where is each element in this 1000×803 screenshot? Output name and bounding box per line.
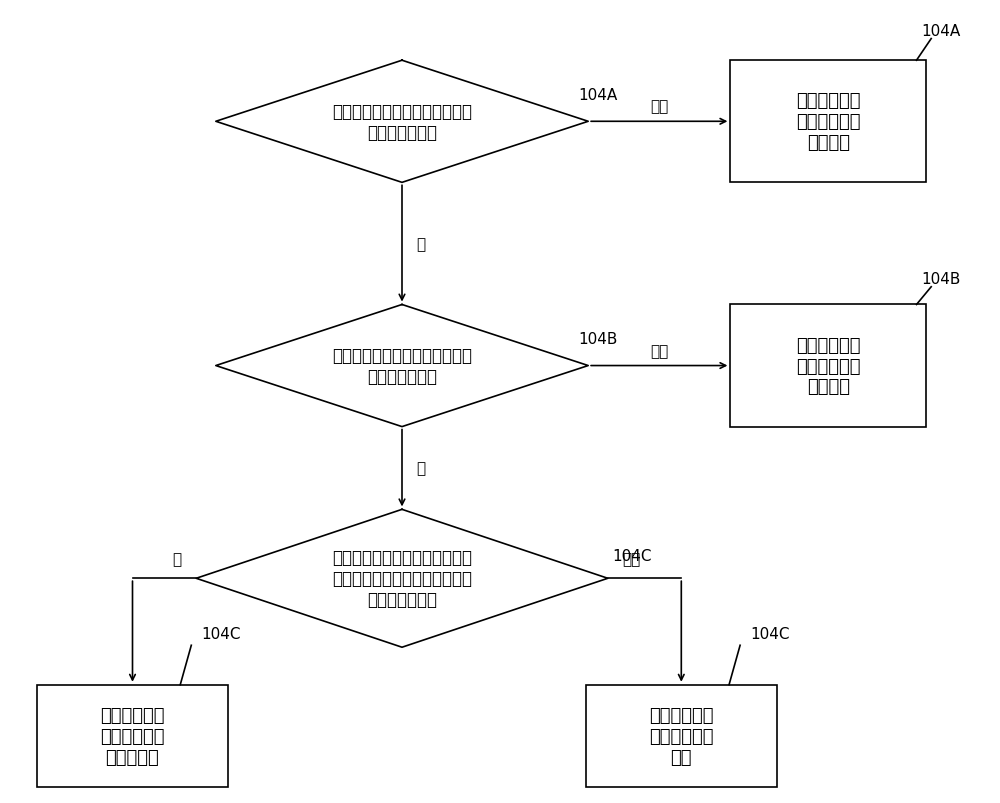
Text: 是: 是 — [417, 461, 426, 476]
Text: 不是: 不是 — [622, 552, 641, 567]
Bar — [730, 305, 926, 427]
Text: 104A: 104A — [578, 88, 618, 103]
Text: 104C: 104C — [613, 548, 652, 563]
Text: 104B: 104B — [578, 332, 618, 346]
Bar — [37, 685, 228, 787]
Text: 当前像素的左方像素是否为噪声
像素或背景像素: 当前像素的左方像素是否为噪声 像素或背景像素 — [332, 103, 472, 141]
Text: 104A: 104A — [921, 24, 961, 39]
Text: 104B: 104B — [921, 271, 961, 287]
Text: 当前像素的上方像素是否为噪声
像素或背景像素: 当前像素的上方像素是否为噪声 像素或背景像素 — [332, 347, 472, 385]
Text: 将当前像素标
记为左方像素
的标记值: 将当前像素标 记为左方像素 的标记值 — [796, 92, 861, 152]
Bar — [730, 61, 926, 183]
Bar — [586, 685, 777, 787]
Text: 不是: 不是 — [650, 100, 668, 114]
Text: 是: 是 — [172, 552, 182, 567]
Text: 104C: 104C — [201, 626, 241, 642]
Text: 不是: 不是 — [650, 343, 668, 358]
Text: 将当前像素标
记为光斑新标
记值: 将当前像素标 记为光斑新标 记值 — [649, 706, 714, 766]
Text: 104C: 104C — [750, 626, 789, 642]
Text: 是: 是 — [417, 237, 426, 251]
Text: 将当前像素标
记为上方像素
的标记值: 将当前像素标 记为上方像素 的标记值 — [796, 336, 861, 396]
Text: 当前像素的上方像素是否为噪声
像素，右上方像素是否不为噪声
像素或背景像素: 当前像素的上方像素是否为噪声 像素，右上方像素是否不为噪声 像素或背景像素 — [332, 548, 472, 609]
Text: 将当前像素标
记为右上方像
素的标记值: 将当前像素标 记为右上方像 素的标记值 — [100, 706, 165, 766]
